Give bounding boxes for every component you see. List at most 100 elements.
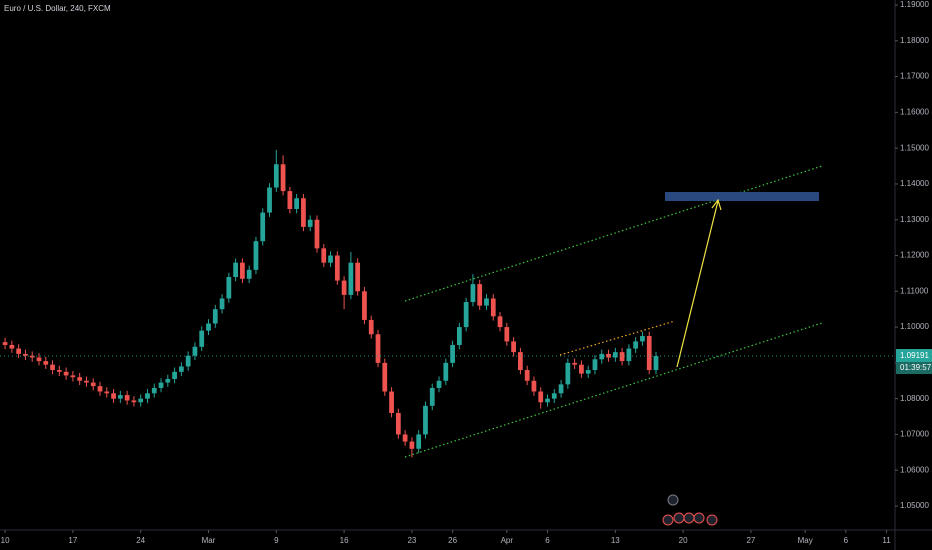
candle-body xyxy=(626,348,632,362)
candle-body xyxy=(463,302,469,328)
drawings xyxy=(404,165,823,458)
candle-body xyxy=(504,327,510,342)
target-zone xyxy=(665,192,819,201)
candle-body xyxy=(341,280,347,295)
candle-body xyxy=(484,298,489,306)
candle-body xyxy=(23,353,28,356)
candle-body xyxy=(633,341,639,349)
candle-body xyxy=(219,298,225,310)
channel-upper xyxy=(404,165,823,302)
candle-body xyxy=(314,219,320,249)
x-tick-label: 20 xyxy=(679,536,688,545)
candle-body xyxy=(16,348,22,354)
candle-body xyxy=(104,391,110,394)
last-price-label: 1.09191 xyxy=(900,351,929,360)
x-tick-label: 13 xyxy=(611,536,620,545)
candle-body xyxy=(572,362,578,365)
candle-body xyxy=(124,395,130,401)
candle-body xyxy=(395,412,401,435)
y-tick-label: 1.16000 xyxy=(900,107,929,116)
arrow-head xyxy=(711,198,722,211)
candle-body xyxy=(280,164,286,192)
candle-body xyxy=(511,341,516,353)
candle-body xyxy=(375,334,381,363)
candle-body xyxy=(538,391,544,403)
y-tick-label: 1.19000 xyxy=(900,0,929,9)
candle-body xyxy=(497,316,503,328)
candle-body xyxy=(477,284,483,306)
x-tick-label: 17 xyxy=(68,536,77,545)
candle-body xyxy=(287,191,293,209)
candle-body xyxy=(334,255,340,281)
candle-body xyxy=(640,336,645,342)
x-tick-label: 10 xyxy=(1,536,10,545)
candle-body xyxy=(470,284,476,303)
y-tick-label: 1.05000 xyxy=(900,501,929,510)
projection-arrow xyxy=(676,200,719,368)
candle-body xyxy=(273,164,279,188)
candle-body xyxy=(436,380,442,388)
event-icon xyxy=(706,514,718,526)
x-tick-label: 24 xyxy=(136,536,145,545)
candle-body xyxy=(592,359,598,371)
candle-body xyxy=(368,319,374,335)
candle-body xyxy=(545,398,550,403)
channel-lower xyxy=(404,322,823,458)
candle-body xyxy=(321,248,327,263)
event-icon xyxy=(662,514,674,526)
candle-body xyxy=(246,269,252,279)
candle-body xyxy=(450,344,455,363)
candle-body xyxy=(653,356,659,371)
candle-body xyxy=(63,371,69,376)
candle-body xyxy=(70,375,76,378)
candle-body xyxy=(77,377,83,381)
candle-body xyxy=(151,387,157,394)
candle-body xyxy=(429,387,435,406)
x-tick-label: 26 xyxy=(448,536,457,545)
candle-body xyxy=(253,241,259,270)
event-icon xyxy=(693,512,705,524)
candle-body xyxy=(226,276,232,299)
countdown-box xyxy=(896,362,932,375)
candle-body xyxy=(524,370,530,381)
candle-body xyxy=(416,434,422,449)
y-tick-label: 1.11000 xyxy=(900,286,929,295)
plot xyxy=(2,149,659,458)
y-tick-label: 1.06000 xyxy=(900,465,929,474)
candle-body xyxy=(409,441,415,449)
x-tick-label: 6 xyxy=(545,536,550,545)
candle-body xyxy=(348,262,354,295)
candle-body xyxy=(531,380,537,392)
candle-body xyxy=(402,434,408,442)
x-tick-label: 9 xyxy=(274,536,279,545)
y-tick-label: 1.10000 xyxy=(900,322,929,331)
candle-body xyxy=(131,400,137,403)
candle-body xyxy=(90,382,96,387)
candle-body xyxy=(9,344,15,349)
x-tick-label: 11 xyxy=(882,536,891,545)
candle-body xyxy=(117,395,123,399)
candle-body xyxy=(382,362,388,392)
countdown-label: 01:39:57 xyxy=(900,363,932,372)
candle-body xyxy=(579,364,584,374)
candle-body xyxy=(212,309,218,324)
x-tick-label: 27 xyxy=(746,536,755,545)
candle-body xyxy=(558,384,564,394)
candle-body xyxy=(185,355,191,367)
candle-body xyxy=(612,352,618,358)
candle-body xyxy=(165,378,171,383)
y-tick-label: 1.14000 xyxy=(900,179,929,188)
y-tick-label: 1.07000 xyxy=(900,430,929,439)
candle-body xyxy=(260,212,266,242)
candle-body xyxy=(179,366,184,372)
candle-body xyxy=(307,219,313,227)
candle-body xyxy=(56,370,62,372)
candle-body xyxy=(199,330,205,347)
event-icon xyxy=(667,494,679,506)
x-tick-label: 16 xyxy=(340,536,349,545)
x-tick-label: 6 xyxy=(844,536,849,545)
candle-body xyxy=(294,198,300,209)
candle-body xyxy=(267,187,272,213)
y-tick-label: 1.12000 xyxy=(900,251,929,260)
